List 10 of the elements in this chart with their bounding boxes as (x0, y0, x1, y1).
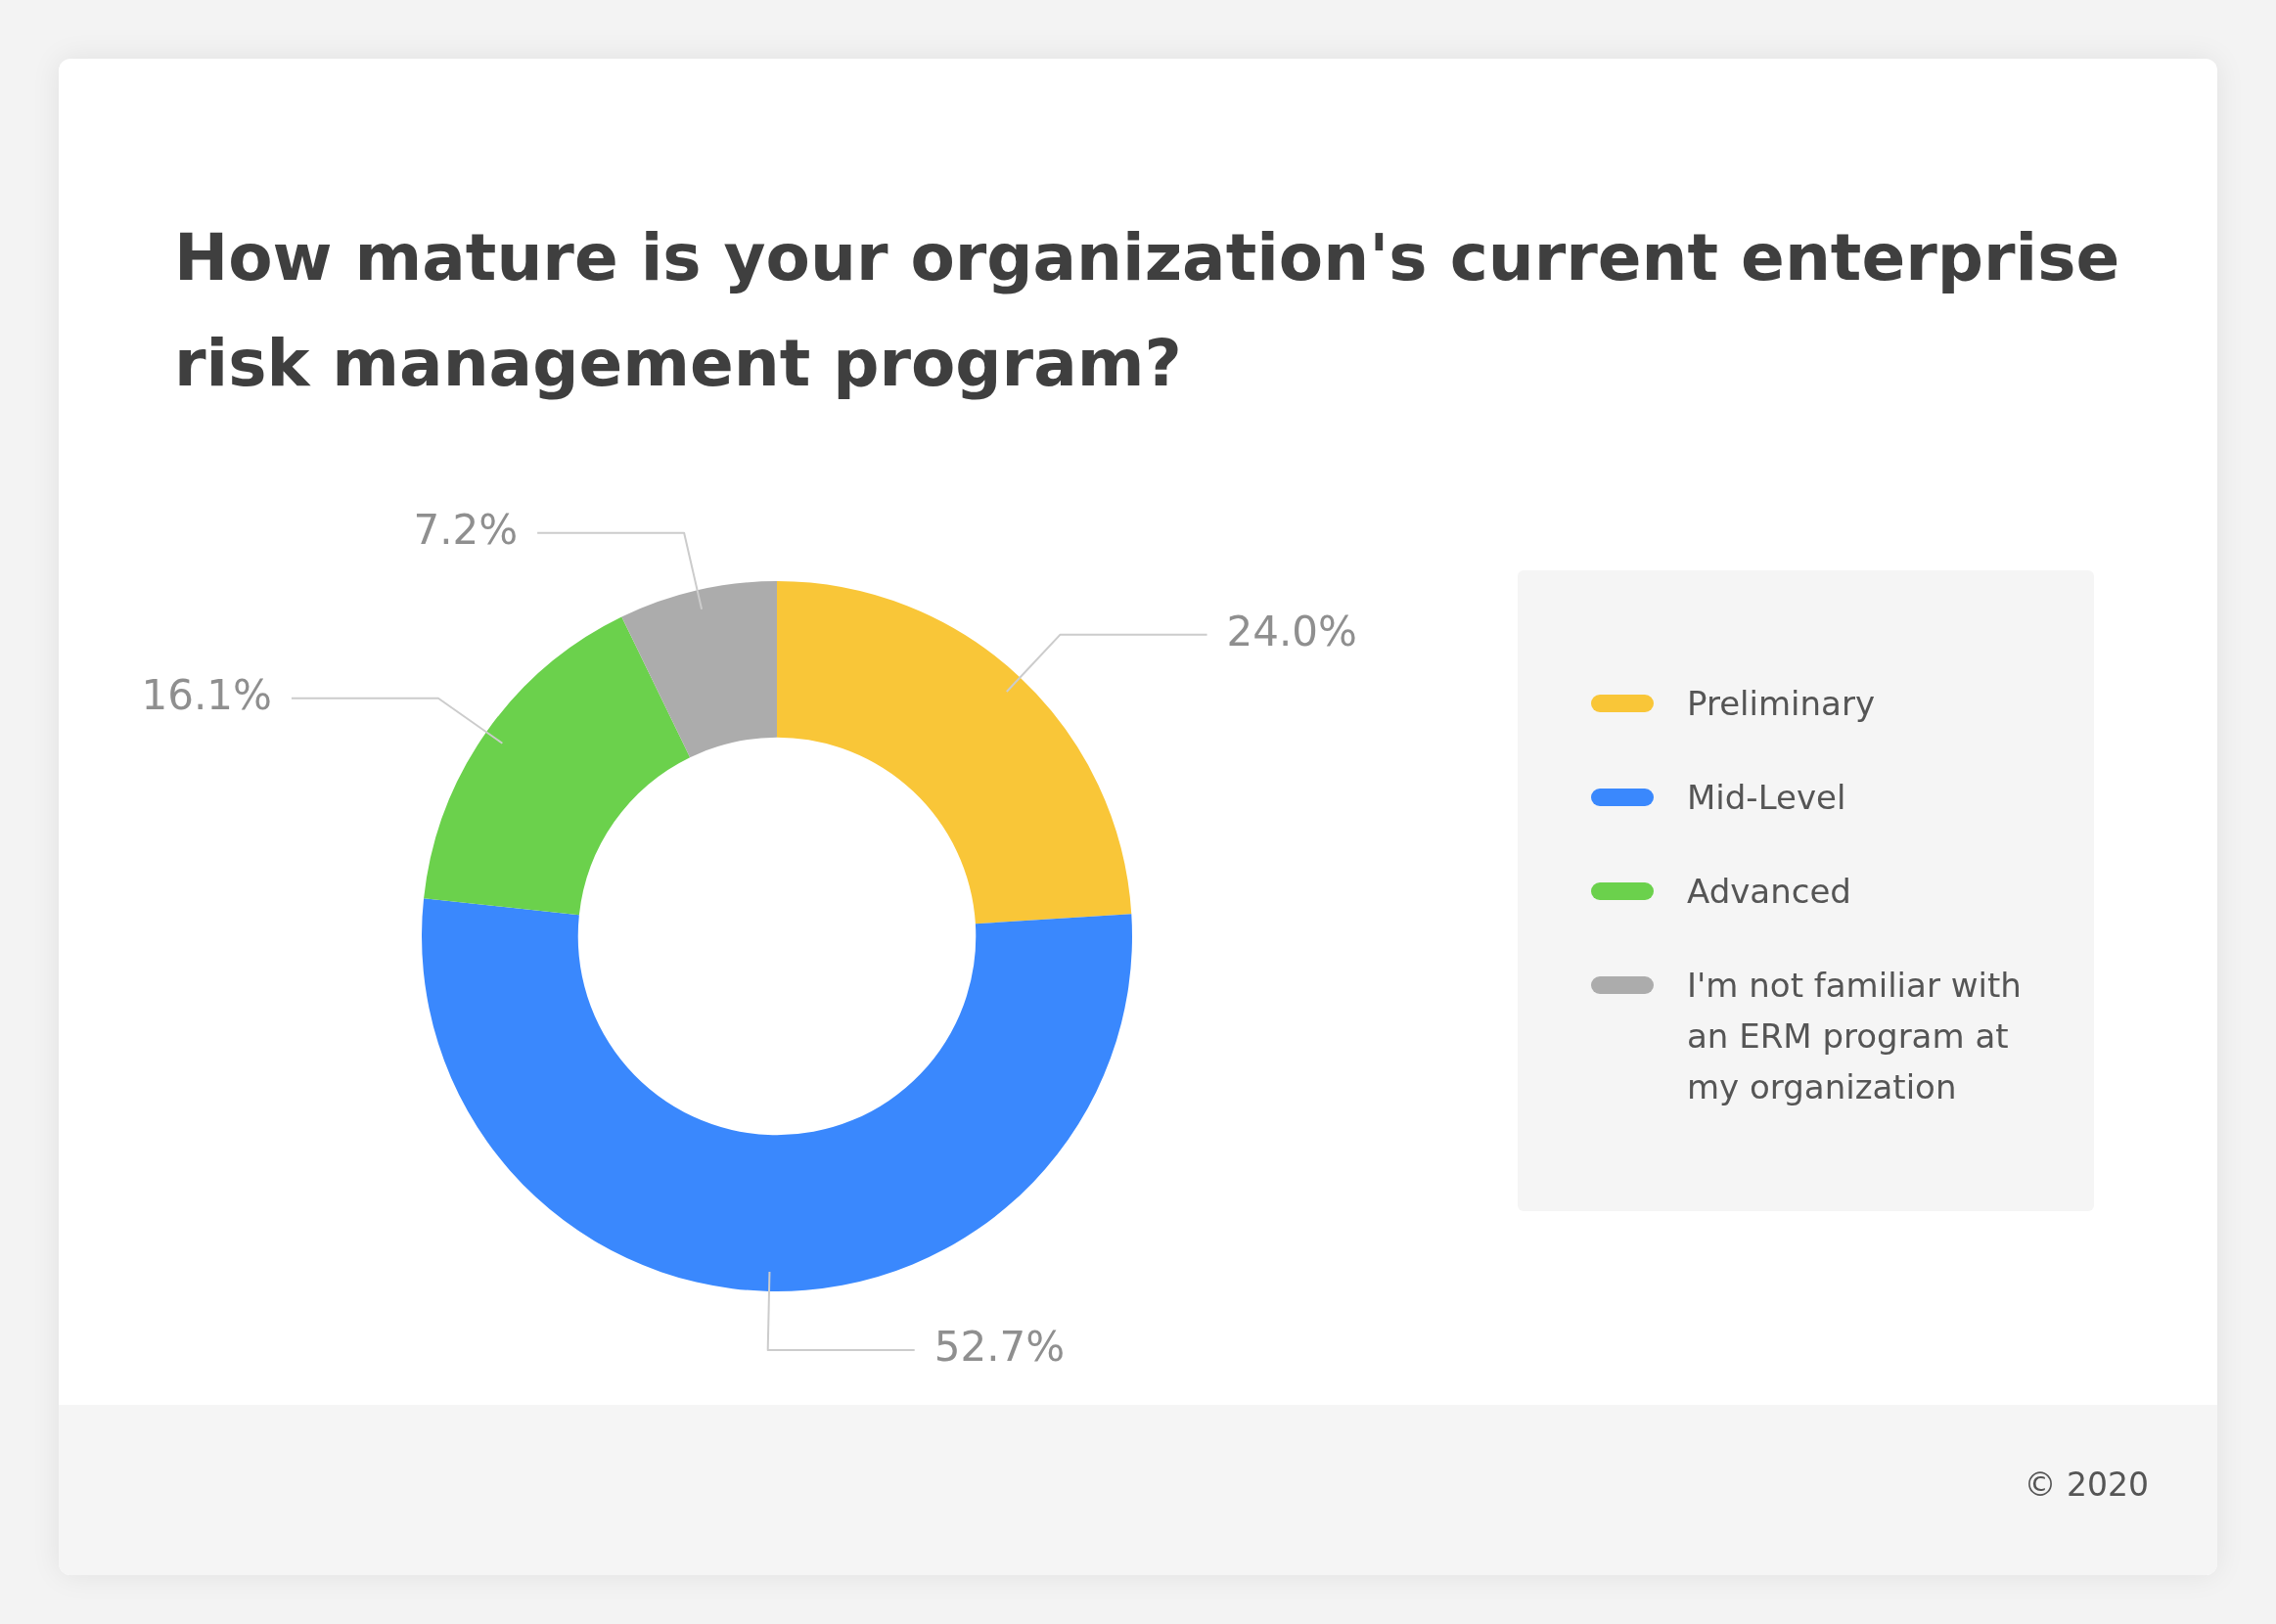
text: © 2020 (2024, 1466, 2149, 1504)
data-label: 16.1% (141, 670, 272, 719)
legend-label: Mid-Level (1687, 777, 1846, 819)
chart-title: How mature is your organization's current enterprise risk management program? (174, 219, 2121, 403)
data-label: 7.2% (413, 505, 519, 554)
legend-label: Advanced (1687, 871, 1851, 913)
data-label: 52.7% (933, 1322, 1066, 1371)
data-label: 24.0% (1226, 607, 1357, 655)
legend-label: Preliminary (1687, 683, 1875, 725)
legend-label: I'm not familiar with an ERM program at my organization (1687, 965, 2023, 1108)
